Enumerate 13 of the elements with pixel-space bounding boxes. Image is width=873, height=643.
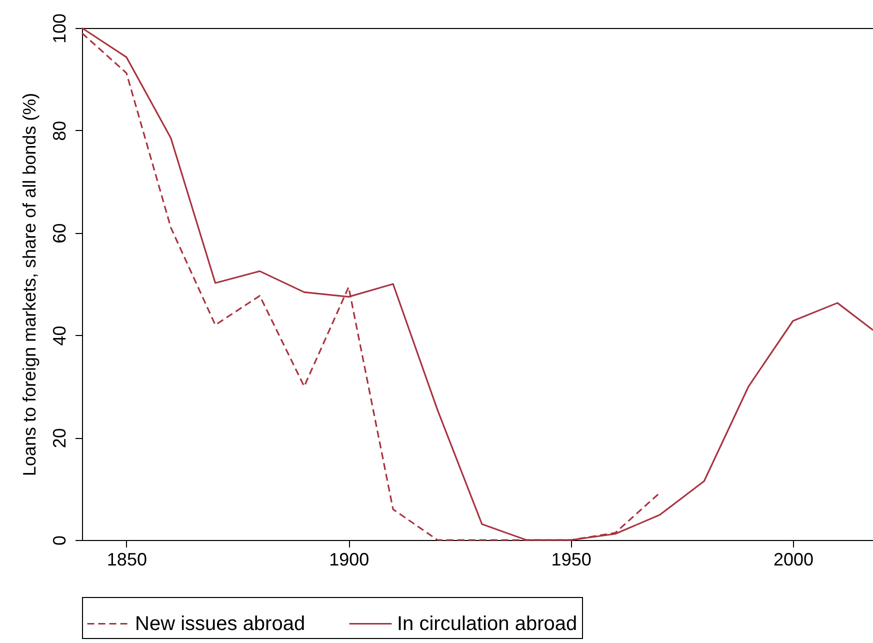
y-tick-label: 100 [50,13,70,44]
y-tick-label: 40 [50,326,70,346]
legend-label: In circulation abroad [397,612,578,635]
x-tick-label: 2000 [773,550,814,570]
y-tick-label: 60 [50,223,70,244]
y-axis-title: Loans to foreign markets, share of all bonds (%) [20,92,40,476]
x-tick-label: 1950 [551,550,592,570]
x-tick-label: 1900 [329,550,370,570]
y-tick-label: 0 [50,535,70,546]
y-tick-label: 80 [50,120,70,141]
y-tick-label: 20 [50,428,70,448]
legend-label: New issues abroad [135,612,306,635]
x-tick-label: 1850 [106,550,147,570]
